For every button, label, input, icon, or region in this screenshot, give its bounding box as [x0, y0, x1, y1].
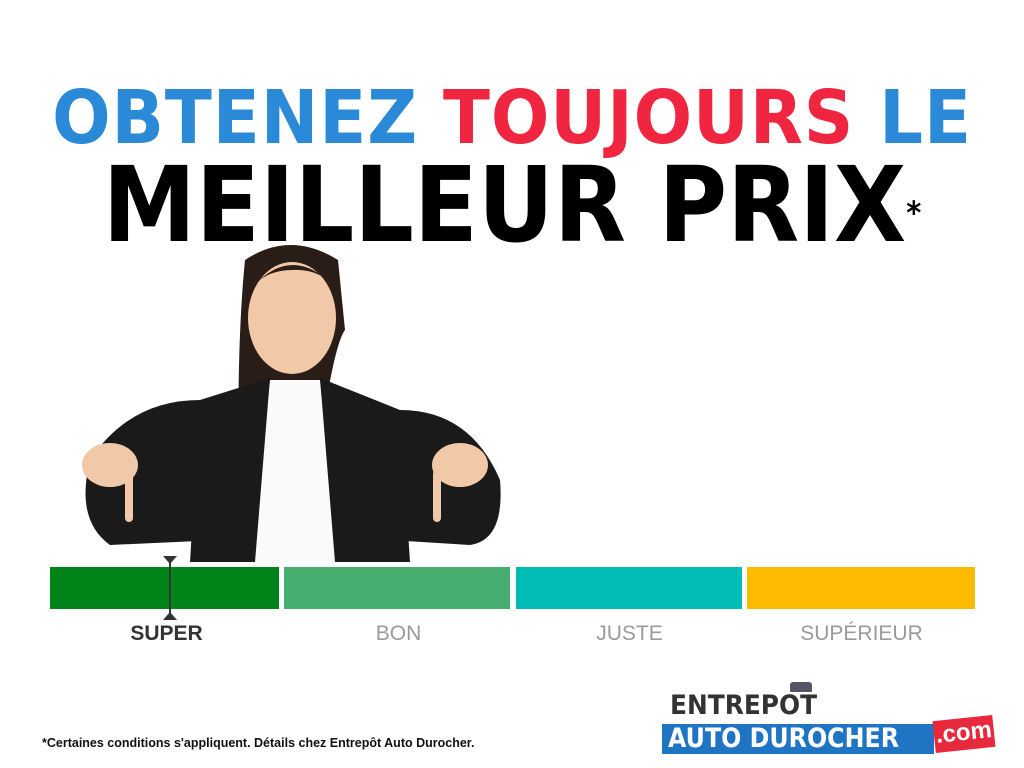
scale-label-juste: JUSTE	[596, 622, 663, 645]
headline-line-1: OBTENEZ TOUJOURS LE	[36, 78, 988, 158]
price-indicator-marker	[163, 556, 178, 620]
entrepot-auto-durocher-logo: ENTREPOT AUTO DUROCHER .com	[662, 682, 1002, 762]
car-icon	[790, 682, 812, 692]
headline-word-obtenez: OBTENEZ	[52, 75, 419, 161]
headline-meilleur-prix: MEILLEUR PRIX	[102, 144, 907, 266]
logo-suffix: .com	[932, 714, 996, 754]
scale-label-super: SUPER	[130, 622, 203, 645]
woman-pointing-down-image	[82, 245, 501, 562]
footnote: *Certaines conditions s'appliquent. Déta…	[42, 736, 475, 750]
scale-segment-bon	[284, 567, 510, 609]
scale-segment-super	[50, 567, 279, 609]
scale-label-bon: BON	[375, 622, 422, 645]
scale-segment-superieur	[747, 567, 975, 609]
headline-line-2: MEILLEUR PRIX*	[51, 150, 973, 260]
logo-line-2-text: AUTO DUROCHER	[668, 723, 899, 754]
headline-word-toujours: TOUJOURS	[442, 75, 855, 161]
logo-line-1: ENTREPOT	[670, 690, 818, 721]
scale-label-superieur: SUPÉRIEUR	[800, 622, 923, 645]
logo-line-2: AUTO DUROCHER	[662, 724, 934, 754]
scale-segment-juste	[516, 567, 742, 609]
headline-word-le: LE	[879, 75, 972, 161]
asterisk: *	[906, 194, 922, 232]
